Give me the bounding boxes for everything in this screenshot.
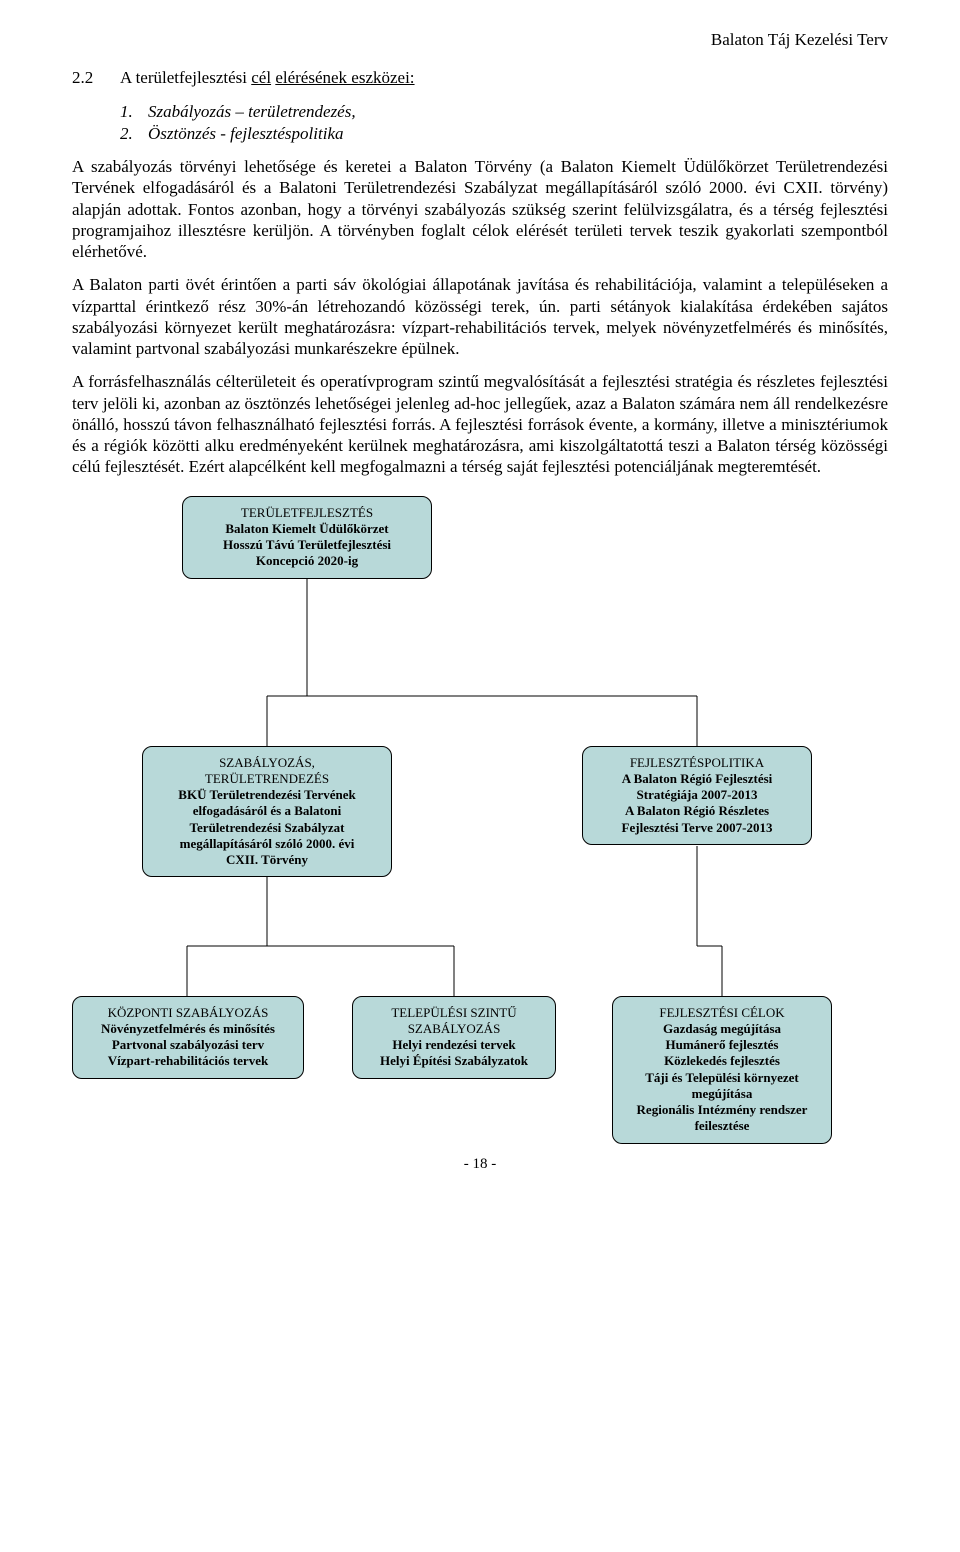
paragraph: A forrásfelhasználás célterületeit és op… — [72, 371, 888, 477]
node-title: FEJLESZTÉSI CÉLOK — [623, 1005, 821, 1021]
diagram-node-bottom-right: FEJLESZTÉSI CÉLOK Gazdaság megújítása Hu… — [612, 996, 832, 1144]
diagram-node-bottom-left: KÖZPONTI SZABÁLYOZÁS Növényzetfelmérés é… — [72, 996, 304, 1079]
node-title: TELEPÜLÉSI SZINTŰ SZABÁLYOZÁS — [363, 1005, 545, 1038]
list-num: 2. — [120, 124, 148, 144]
node-title: KÖZPONTI SZABÁLYOZÁS — [83, 1005, 293, 1021]
node-title: SZABÁLYOZÁS, TERÜLETRENDEZÉS — [153, 755, 381, 788]
page-number: - 18 - — [72, 1156, 888, 1173]
doc-header-right: Balaton Táj Kezelési Terv — [72, 30, 888, 50]
node-line: elfogadásáról és a Balatoni — [153, 803, 381, 819]
list-num: 1. — [120, 102, 148, 122]
node-title: FEJLESZTÉSPOLITIKA — [593, 755, 801, 771]
node-line: Közlekedés fejlesztés — [623, 1053, 821, 1069]
list-item: 2. Ösztönzés - fejlesztéspolitika — [120, 124, 888, 144]
node-line: megújítása — [623, 1086, 821, 1102]
numbered-list: 1. Szabályozás – területrendezés, 2. Ösz… — [120, 102, 888, 144]
node-line: A Balaton Régió Fejlesztési — [593, 771, 801, 787]
node-line: Balaton Kiemelt Üdülőkörzet — [193, 521, 421, 537]
paragraph: A Balaton parti övét érintően a parti sá… — [72, 274, 888, 359]
section-number: 2.2 — [72, 68, 120, 88]
list-text: Ösztönzés - fejlesztéspolitika — [148, 124, 343, 144]
node-line: Növényzetfelmérés és minősítés — [83, 1021, 293, 1037]
node-line: Koncepció 2020-ig — [193, 553, 421, 569]
node-line: Táji és Települési környezet — [623, 1070, 821, 1086]
section-title-underline-1: cél — [251, 68, 271, 87]
paragraph: A szabályozás törvényi lehetősége és ker… — [72, 156, 888, 262]
node-line: Területrendezési Szabályzat — [153, 820, 381, 836]
node-line: Stratégiája 2007-2013 — [593, 787, 801, 803]
node-line: feilesztése — [623, 1118, 821, 1134]
list-text: Szabályozás – területrendezés, — [148, 102, 356, 122]
diagram-node-mid-left: SZABÁLYOZÁS, TERÜLETRENDEZÉS BKÜ Terület… — [142, 746, 392, 878]
node-line: Fejlesztési Terve 2007-2013 — [593, 820, 801, 836]
list-item: 1. Szabályozás – területrendezés, — [120, 102, 888, 122]
org-diagram: TERÜLETFEJLESZTÉS Balaton Kiemelt Üdülők… — [72, 496, 888, 1136]
node-line: megállapításáról szóló 2000. évi — [153, 836, 381, 852]
diagram-node-bottom-mid: TELEPÜLÉSI SZINTŰ SZABÁLYOZÁS Helyi rend… — [352, 996, 556, 1079]
section-title-plain: A területfejlesztési — [120, 68, 251, 87]
node-line: Partvonal szabályozási terv — [83, 1037, 293, 1053]
node-line: Regionális Intézmény rendszer — [623, 1102, 821, 1118]
section-heading: 2.2 A területfejlesztési cél elérésének … — [72, 68, 888, 88]
node-line: Humánerő fejlesztés — [623, 1037, 821, 1053]
section-title: A területfejlesztési cél elérésének eszk… — [120, 68, 415, 88]
node-line: A Balaton Régió Részletes — [593, 803, 801, 819]
node-line: CXII. Törvény — [153, 852, 381, 868]
diagram-node-mid-right: FEJLESZTÉSPOLITIKA A Balaton Régió Fejle… — [582, 746, 812, 845]
node-line: Helyi Építési Szabályzatok — [363, 1053, 545, 1069]
node-line: Gazdaság megújítása — [623, 1021, 821, 1037]
node-line: Helyi rendezési tervek — [363, 1037, 545, 1053]
node-line: BKÜ Területrendezési Tervének — [153, 787, 381, 803]
diagram-node-top: TERÜLETFEJLESZTÉS Balaton Kiemelt Üdülők… — [182, 496, 432, 579]
node-title: TERÜLETFEJLESZTÉS — [193, 505, 421, 521]
node-line: Vízpart-rehabilitációs tervek — [83, 1053, 293, 1069]
node-line: Hosszú Távú Területfejlesztési — [193, 537, 421, 553]
section-title-underline-2: elérésének eszközei: — [275, 68, 414, 87]
